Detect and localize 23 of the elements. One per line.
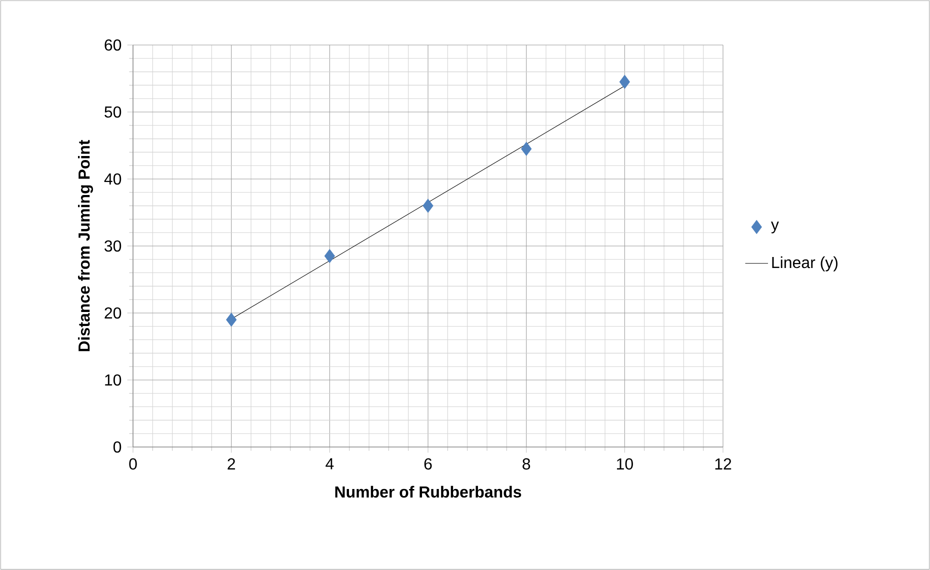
legend-label: y: [770, 222, 779, 234]
x-tick-label: 10: [616, 458, 633, 470]
y-axis-title: Distance from Juming Point: [78, 140, 93, 352]
point: [619, 74, 630, 89]
x-tick-label: 4: [326, 458, 334, 470]
x-axis-title: Number of Rubberbands: [335, 486, 522, 498]
x-tick-label: 6: [424, 458, 432, 470]
y-tick-label: 30: [104, 240, 122, 252]
x-tick-label: 0: [129, 458, 137, 470]
point: [226, 312, 237, 327]
y-tick-label: 20: [104, 307, 122, 319]
point: [324, 249, 335, 263]
x-tick-label: 12: [715, 458, 732, 470]
x-tick-label: 2: [228, 458, 235, 470]
point: [422, 198, 434, 213]
y-tick-label: 10: [105, 374, 122, 386]
y-tick-label: 0: [113, 441, 122, 453]
point: [521, 142, 532, 156]
y-tick-label: 40: [104, 173, 122, 185]
x-tick-label: 8: [522, 458, 530, 470]
y-tick-label: 60: [104, 39, 122, 51]
legend-label: Linear (y): [772, 256, 838, 272]
y-tick-label: 50: [104, 106, 122, 118]
